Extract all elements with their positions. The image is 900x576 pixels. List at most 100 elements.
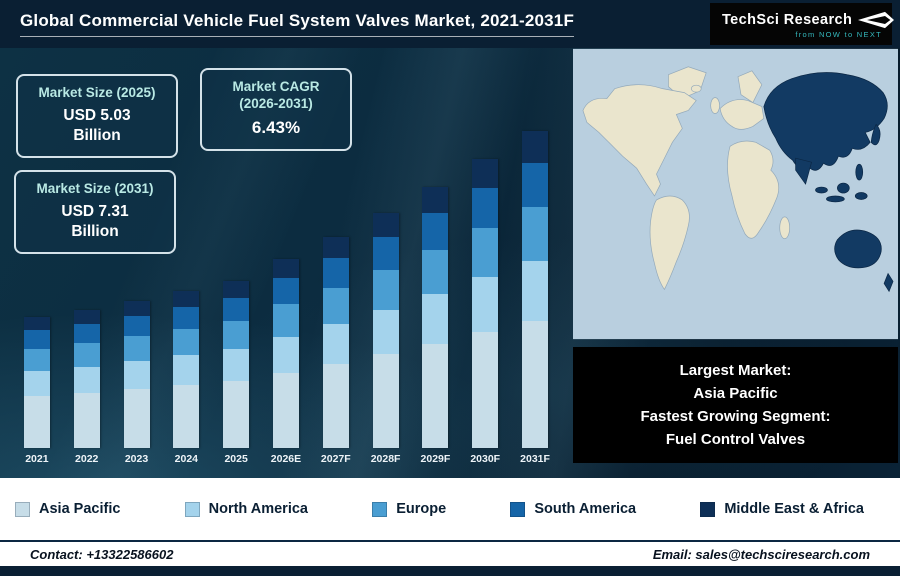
bar-segment-middle-east-africa <box>73 310 100 324</box>
bar-segment-south-america <box>422 213 449 250</box>
stacked-bar <box>123 301 150 448</box>
fastest-segment-label: Fastest Growing Segment: <box>640 408 831 425</box>
bar-group: 2030F <box>460 110 510 466</box>
island-new-zealand <box>883 272 894 293</box>
bar-segment-north-america <box>422 294 449 344</box>
largest-market-label: Largest Market: <box>679 362 792 379</box>
bar-segment-europe <box>123 336 150 362</box>
legend-swatch <box>510 501 526 517</box>
bar-segment-middle-east-africa <box>472 159 499 188</box>
x-axis-label: 2029F <box>420 453 451 465</box>
bar-segment-asia-pacific <box>173 385 200 448</box>
island-new-guinea <box>854 192 868 200</box>
stacked-bar <box>472 159 499 448</box>
island-madagascar <box>779 216 791 240</box>
bar-segment-north-america <box>23 370 50 396</box>
bar-segment-south-america <box>23 330 50 349</box>
bar-segment-middle-east-africa <box>223 281 250 298</box>
bar-segment-south-america <box>272 278 299 305</box>
bar-segment-europe <box>422 249 449 295</box>
bar-segment-north-america <box>173 355 200 386</box>
region-australia-highlighted <box>834 229 882 269</box>
bar-group: 2028F <box>361 110 411 466</box>
bar-segment-asia-pacific <box>123 389 150 448</box>
legend-item: South America <box>510 501 636 517</box>
bar-segment-north-america <box>472 277 499 333</box>
bar-segment-asia-pacific <box>472 332 499 448</box>
logo-arrow-icon <box>858 11 895 29</box>
footer-contact-row: Contact: +13322586602 Email: sales@techs… <box>0 540 900 566</box>
bar-segment-middle-east-africa <box>372 213 399 237</box>
callout-unit: Billion <box>73 127 121 145</box>
bar-group: 2026E <box>261 110 311 466</box>
bar-segment-middle-east-africa <box>173 291 200 307</box>
island-philippines <box>855 163 864 181</box>
bar-segment-north-america <box>123 361 150 390</box>
logo-brand-text: TechSci Research <box>722 11 853 28</box>
callout-label: Market CAGR (2026-2031) <box>232 79 320 111</box>
bar-segment-asia-pacific <box>272 372 299 448</box>
bar-segment-north-america <box>372 309 399 355</box>
continent-africa <box>727 140 780 239</box>
bar-segment-north-america <box>322 323 349 364</box>
x-axis-label: 2022 <box>75 453 99 465</box>
bar-segment-middle-east-africa <box>322 237 349 259</box>
chart-region: Market Size (2025) USD 5.03 Billion Mark… <box>0 48 900 478</box>
continent-south-america <box>649 195 690 291</box>
bar-segment-asia-pacific <box>73 392 100 448</box>
legend-item: North America <box>184 501 308 517</box>
bar-segment-south-america <box>372 236 399 270</box>
x-axis-label: 2027F <box>320 453 351 465</box>
bar-segment-europe <box>73 343 100 367</box>
bar-segment-asia-pacific <box>223 381 250 448</box>
x-axis-label: 2023 <box>124 453 149 465</box>
callout-value: USD 5.03 <box>63 106 131 124</box>
callout-label: Market Size (2025) <box>38 85 156 100</box>
callout-unit: Billion <box>71 223 119 241</box>
bar-group: 2031F <box>510 110 560 466</box>
x-axis-label: 2028F <box>370 453 401 465</box>
bar-group: 2025 <box>211 110 261 466</box>
legend: Asia Pacific North America Europe South Ame… <box>0 478 900 540</box>
bar-segment-europe <box>372 269 399 310</box>
stacked-bar <box>23 317 50 448</box>
bar-segment-europe <box>223 320 250 350</box>
bar-segment-middle-east-africa <box>23 317 50 331</box>
bar-segment-south-america <box>173 306 200 329</box>
legend-label: Middle East & Africa <box>724 501 864 517</box>
legend-swatch <box>700 501 716 517</box>
market-cagr-box: Market CAGR (2026-2031) 6.43% <box>200 68 352 151</box>
bar-segment-europe <box>272 304 299 337</box>
page-title: Global Commercial Vehicle Fuel System Va… <box>20 11 575 37</box>
island-japan <box>870 123 881 146</box>
legend-label: South America <box>534 501 637 517</box>
callout-value: USD 7.31 <box>61 202 129 220</box>
email-info: Email: sales@techsciresearch.com <box>652 546 870 562</box>
x-axis-label: 2021 <box>25 453 49 465</box>
largest-market-value: Asia Pacific <box>693 385 778 402</box>
island-uk <box>710 97 720 114</box>
stacked-bar <box>422 187 449 448</box>
bar-segment-asia-pacific <box>522 321 549 448</box>
bar-segment-north-america <box>522 260 549 322</box>
bar-segment-south-america <box>522 162 549 207</box>
world-map <box>573 48 898 340</box>
bar-segment-asia-pacific <box>372 354 399 448</box>
bar-group: 2023 <box>112 110 162 466</box>
x-axis-label: 2025 <box>224 453 248 465</box>
logo-tagline: from NOW to NEXT <box>795 29 882 39</box>
island-iceland <box>690 84 702 93</box>
bar-segment-middle-east-africa <box>522 131 549 163</box>
region-scandinavia <box>737 70 763 104</box>
bar-segment-europe <box>173 328 200 356</box>
bar-segment-europe <box>322 287 349 324</box>
stacked-bar <box>173 291 200 448</box>
x-axis-label: 2031F <box>520 453 550 465</box>
x-axis-label: 2024 <box>174 453 199 465</box>
bar-segment-middle-east-africa <box>272 259 299 279</box>
stacked-bar <box>372 213 399 448</box>
legend-swatch <box>372 501 388 517</box>
stacked-bar <box>272 259 299 448</box>
stacked-bar <box>73 310 100 448</box>
